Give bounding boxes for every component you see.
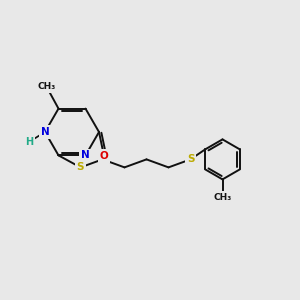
Text: CH₃: CH₃: [213, 193, 232, 202]
Text: H: H: [25, 137, 33, 147]
Text: N: N: [81, 150, 90, 161]
Text: O: O: [100, 151, 108, 161]
Text: N: N: [40, 127, 50, 137]
Text: S: S: [187, 154, 194, 164]
Text: S: S: [77, 162, 84, 172]
Text: CH₃: CH₃: [38, 82, 56, 91]
